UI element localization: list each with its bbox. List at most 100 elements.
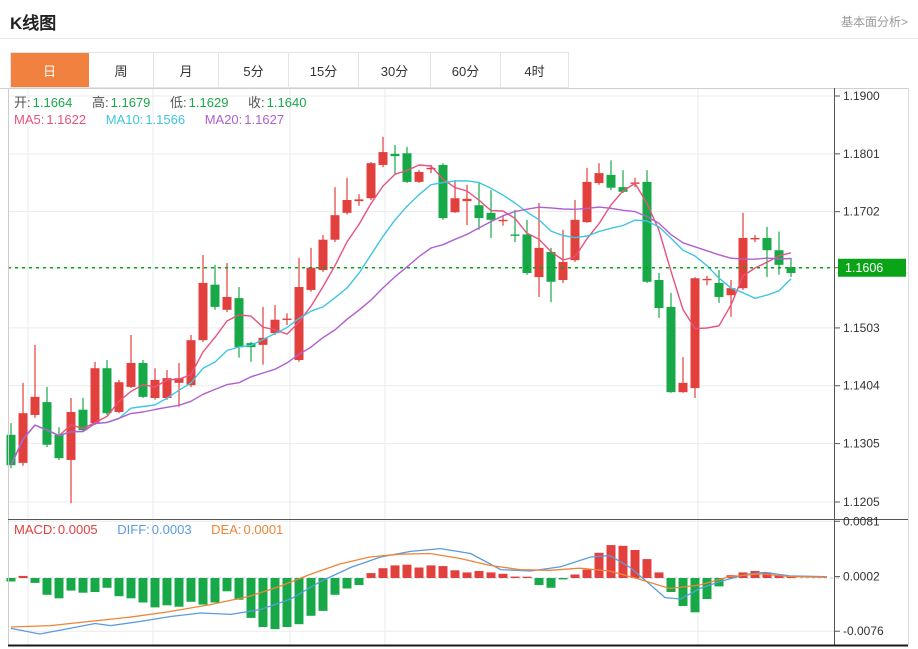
candle (498, 219, 508, 222)
macd-bar (354, 578, 364, 585)
candle (786, 267, 796, 274)
macd-bar (18, 575, 28, 578)
macd-bar (690, 578, 700, 613)
svg-text:1.1205: 1.1205 (843, 495, 880, 509)
candle (546, 251, 556, 282)
macd-bar (786, 576, 796, 578)
macd-bar (342, 578, 352, 589)
macd-bar (702, 578, 712, 599)
macd-bar (654, 572, 664, 578)
candle (666, 306, 676, 393)
macd-bar (210, 578, 220, 603)
candle (162, 378, 172, 399)
candle (714, 282, 724, 297)
diff-line (10, 547, 828, 635)
svg-text:1.1404: 1.1404 (843, 379, 880, 393)
macd-bar (42, 578, 52, 595)
macd-readout: MACD: 0.0005 (14, 522, 98, 537)
tab-15min[interactable]: 15分 (289, 53, 359, 87)
candle (354, 199, 364, 202)
candle (234, 298, 244, 348)
macd-bar (6, 578, 16, 582)
macd-bar (270, 578, 280, 630)
candle (126, 362, 136, 387)
timeframe-tab-bar: 日周月 5分 15分 30分 60分 4时 (10, 52, 569, 88)
macd-bar (558, 578, 568, 580)
candle (438, 164, 448, 219)
candle (174, 378, 184, 383)
candle (558, 261, 568, 281)
candle (486, 212, 496, 220)
current-price-tag: 1.1606 (838, 258, 906, 277)
candle (138, 362, 148, 397)
macd-bar (378, 568, 388, 578)
candle (606, 174, 616, 188)
candle (582, 181, 592, 223)
svg-text:1.1503: 1.1503 (843, 321, 880, 335)
ma20-readout: MA20: 1.1627 (204, 112, 285, 127)
macd-bar (114, 578, 124, 597)
candle (570, 219, 580, 261)
candle (330, 215, 340, 240)
macd-bar (414, 567, 424, 578)
diff-readout: DIFF: 0.0003 (117, 522, 192, 537)
ma5-line (10, 164, 792, 466)
macd-bar (162, 578, 172, 606)
high-readout: 高: 1.1679 (92, 95, 151, 110)
macd-bar (282, 578, 292, 627)
candle (750, 237, 760, 240)
tab-month[interactable]: 月 (154, 53, 219, 87)
macd-bar (294, 578, 304, 625)
candle (522, 234, 532, 274)
candle (510, 234, 520, 236)
macd-bar (762, 572, 772, 578)
ma10-readout: MA10: 1.1566 (105, 112, 186, 127)
tab-5min[interactable]: 5分 (219, 53, 289, 87)
candle (702, 278, 712, 281)
macd-bar (582, 569, 592, 578)
candle (102, 368, 112, 414)
candle (774, 250, 784, 265)
ma20-line (10, 206, 792, 466)
low-readout: 低: 1.1629 (170, 95, 229, 110)
price-pane (6, 136, 834, 504)
svg-text:1.1606: 1.1606 (845, 261, 883, 275)
candle (66, 412, 76, 460)
candle (306, 267, 316, 290)
candle (42, 402, 52, 445)
candle (294, 287, 304, 361)
fundamental-analysis-link[interactable]: 基本面分析> (840, 15, 908, 29)
tab-day[interactable]: 日 (11, 53, 89, 87)
macd-bar (78, 578, 88, 593)
candle (738, 237, 748, 289)
candle (402, 153, 412, 182)
macd-pane (6, 545, 840, 635)
tab-30min[interactable]: 30分 (359, 53, 431, 87)
candle (378, 152, 388, 165)
tab-week[interactable]: 周 (89, 53, 154, 87)
macd-bar (594, 552, 604, 578)
svg-text:1.1900: 1.1900 (843, 89, 880, 103)
dea-readout: DEA: 0.0001 (211, 522, 284, 537)
macd-bar (534, 578, 544, 585)
candle (762, 237, 772, 251)
macd-bar (474, 571, 484, 578)
svg-text:1.1702: 1.1702 (843, 205, 880, 219)
macd-bar (222, 578, 232, 592)
candle (450, 198, 460, 213)
candle (150, 379, 160, 399)
macd-bar (246, 578, 256, 618)
macd-bar (330, 578, 340, 595)
macd-bar (426, 565, 436, 578)
svg-text:0.0002: 0.0002 (843, 570, 880, 584)
tab-60min[interactable]: 60分 (431, 53, 501, 87)
candle (618, 187, 628, 192)
macd-bar (402, 564, 412, 578)
svg-text:1.1801: 1.1801 (843, 147, 880, 161)
macd-bar (522, 576, 532, 578)
candle (198, 282, 208, 341)
tab-4hour[interactable]: 4时 (501, 53, 569, 87)
candle (258, 337, 268, 345)
candle (342, 199, 352, 213)
